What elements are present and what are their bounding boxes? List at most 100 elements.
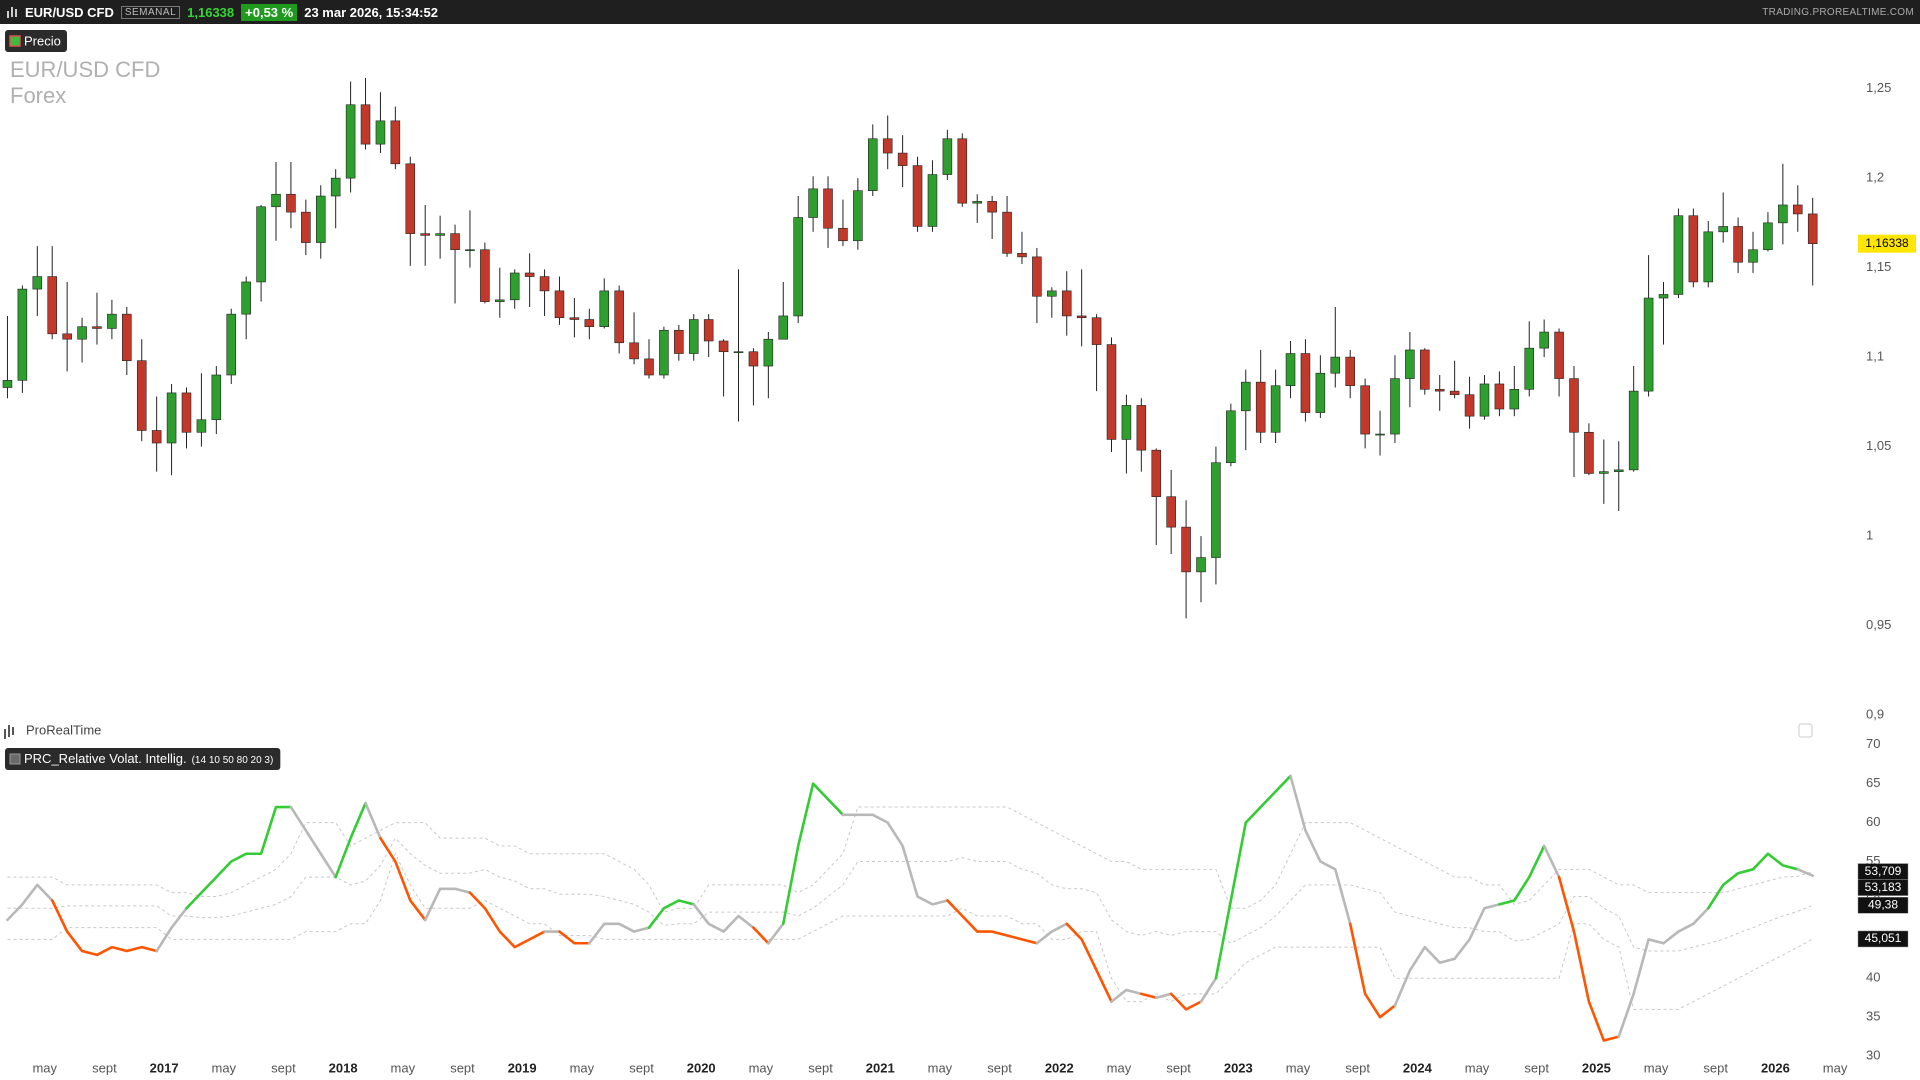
timeframe[interactable]: SEMANAL: [120, 5, 181, 19]
band-line: [7, 837, 1813, 952]
candle-body: [77, 326, 87, 340]
value-tag: [1857, 879, 1909, 896]
value-tag: [1857, 930, 1909, 948]
candle-body: [808, 188, 818, 218]
candle-body: [554, 290, 565, 319]
indicator-line: [1035, 922, 1069, 945]
last-price: 1,16338: [187, 4, 235, 20]
x-tick-label: 2021: [866, 1060, 895, 1075]
indicator-source: ProRealTime: [26, 722, 101, 737]
candle-body: [539, 276, 550, 292]
candle-body: [1076, 315, 1087, 319]
x-tick-label: may: [1465, 1060, 1490, 1075]
candle-body: [1449, 390, 1460, 395]
indicator-line: [1796, 868, 1814, 877]
top-bar: EUR/USD CFD SEMANAL 1,16338 +0,53 % 23 m…: [0, 0, 1920, 24]
candle-body: [763, 338, 774, 367]
candle-body: [1375, 433, 1385, 436]
candle-body: [1002, 211, 1012, 254]
indicator-line: [1065, 922, 1113, 1003]
candle-body: [1569, 378, 1579, 433]
x-tick-label: 2025: [1582, 1060, 1611, 1075]
candle-body: [1166, 496, 1176, 528]
candle-body: [688, 319, 699, 354]
candle-body: [987, 201, 997, 213]
indicator-line: [588, 922, 651, 945]
instrument-title: EUR/USD CFD: [10, 57, 160, 82]
value-tag-label: 53,709: [1865, 864, 1902, 878]
x-tick-label: may: [212, 1060, 237, 1075]
y-tick-label: 40: [1866, 970, 1880, 985]
indicator-line: [1289, 774, 1352, 926]
candle-body: [524, 272, 535, 277]
x-tick-label: may: [32, 1060, 57, 1075]
indicator-line: [767, 922, 785, 945]
candle-body: [345, 104, 356, 179]
candle-body: [1091, 317, 1102, 345]
candle-body: [1479, 383, 1490, 417]
indicator-line: [468, 891, 546, 949]
indicator-badge-icon: [9, 753, 21, 765]
candle-body: [1285, 353, 1296, 387]
candle-body: [1599, 471, 1609, 474]
y-tick-label: 0,9: [1866, 706, 1884, 721]
indicator-title: PRC_Relative Volat. Intellig.: [24, 751, 187, 766]
candle-body: [1390, 378, 1400, 435]
candle-body: [360, 104, 371, 145]
datetime: 23 mar 2026, 15:34:52: [304, 4, 438, 20]
indicator-line: [692, 903, 755, 933]
indicator-line: [185, 805, 293, 910]
value-tag-label: 53,183: [1865, 880, 1902, 894]
candle-body: [1255, 381, 1266, 433]
indicator-line: [841, 813, 949, 906]
indicator-line: [1393, 903, 1501, 1007]
candle-body: [1584, 431, 1594, 474]
candle-body: [1703, 231, 1714, 283]
badge-icon: [9, 35, 21, 47]
indicator-line: [1214, 774, 1292, 980]
x-tick-label: 2020: [687, 1060, 716, 1075]
candle-body: [629, 342, 639, 360]
candle-body: [315, 195, 326, 243]
info-icon[interactable]: [1798, 723, 1813, 738]
indicator-line: [155, 906, 188, 953]
candle-body: [211, 374, 222, 421]
x-tick-label: may: [749, 1060, 774, 1075]
candle-body: [1718, 226, 1728, 233]
indicator-line: [1617, 906, 1710, 1038]
candles: [2, 77, 1818, 619]
indicator-line: [946, 899, 1039, 945]
x-tick-label: 2022: [1045, 1060, 1074, 1075]
indicator-line: [1348, 922, 1397, 1019]
site[interactable]: TRADING.PROREALTIME.COM: [1762, 6, 1914, 18]
instrument-subtitle: Forex: [10, 83, 66, 108]
price-badge[interactable]: Precio: [24, 33, 61, 48]
candle-body: [1047, 290, 1057, 297]
x-tick-label: sept: [450, 1060, 475, 1075]
symbol[interactable]: EUR/USD CFD: [25, 4, 114, 20]
x-tick-label: sept: [1345, 1060, 1370, 1075]
candle-body: [405, 163, 416, 234]
indicator-badge[interactable]: PRC_Relative Volat. Intellig. (14 10 50 8…: [24, 751, 273, 766]
candle-body: [1628, 390, 1639, 471]
indicator-line: [379, 836, 427, 922]
candle-body: [1136, 405, 1147, 451]
last-price-label: 1,16338: [1865, 236, 1909, 250]
y-tick-label: 1,05: [1866, 438, 1891, 453]
value-tag-label: 49,38: [1868, 897, 1898, 911]
candle-body: [450, 233, 460, 251]
candle-body: [972, 201, 982, 204]
candle-body: [1688, 215, 1699, 283]
indicator-line: [1498, 844, 1546, 906]
candle-body: [868, 138, 878, 191]
indicator-line: [647, 899, 696, 929]
candle-body: [1539, 331, 1549, 349]
candle-body: [271, 193, 281, 208]
value-tag: [1857, 897, 1909, 914]
candle-body: [1226, 410, 1236, 463]
candle-body: [32, 276, 43, 290]
candle-body: [882, 138, 893, 154]
indicator-params: (14 10 50 80 20 3): [192, 755, 274, 766]
indicator-badge-bg: [5, 748, 281, 770]
